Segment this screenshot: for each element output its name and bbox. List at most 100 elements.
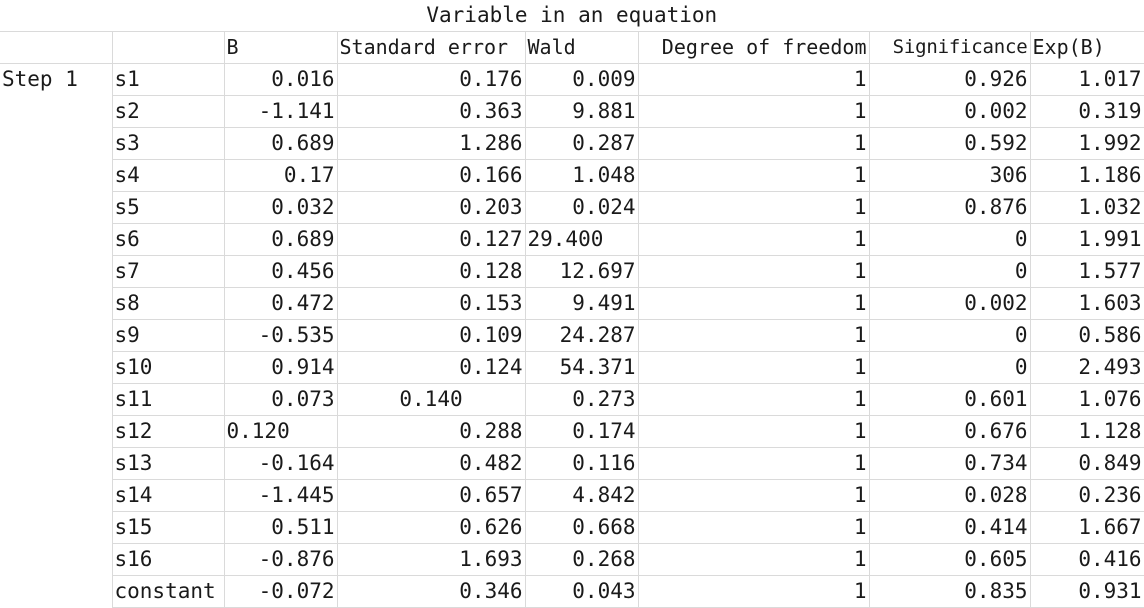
- wald-value[interactable]: 0.024: [525, 191, 639, 224]
- df-value[interactable]: 1: [638, 63, 870, 96]
- exp-b-value[interactable]: 1.128: [1030, 415, 1144, 448]
- standard-error-value[interactable]: 0.363: [337, 95, 526, 128]
- standard-error-value[interactable]: 0.128: [337, 255, 526, 288]
- wald-value[interactable]: 0.043: [525, 575, 639, 608]
- significance-value[interactable]: 0.414: [869, 511, 1031, 544]
- variable-name[interactable]: s2: [112, 95, 225, 128]
- significance-value[interactable]: 0.835: [869, 575, 1031, 608]
- step-cell-empty[interactable]: [0, 447, 113, 480]
- wald-value[interactable]: 12.697: [525, 255, 639, 288]
- df-value[interactable]: 1: [638, 415, 870, 448]
- df-value[interactable]: 1: [638, 159, 870, 192]
- header-significance[interactable]: Significance: [869, 31, 1031, 64]
- standard-error-value[interactable]: 0.166: [337, 159, 526, 192]
- wald-value[interactable]: 0.009: [525, 63, 639, 96]
- significance-value[interactable]: 0: [869, 223, 1031, 256]
- step-cell-empty[interactable]: [0, 351, 113, 384]
- b-value[interactable]: 0.032: [224, 191, 338, 224]
- df-value[interactable]: 1: [638, 479, 870, 512]
- variable-name[interactable]: s5: [112, 191, 225, 224]
- exp-b-value[interactable]: 1.577: [1030, 255, 1144, 288]
- significance-value[interactable]: 0.592: [869, 127, 1031, 160]
- significance-value[interactable]: 0.601: [869, 383, 1031, 416]
- variable-name[interactable]: s15: [112, 511, 225, 544]
- variable-name[interactable]: s12: [112, 415, 225, 448]
- significance-value[interactable]: 0.734: [869, 447, 1031, 480]
- step-cell-empty[interactable]: [0, 159, 113, 192]
- df-value[interactable]: 1: [638, 223, 870, 256]
- standard-error-value[interactable]: 0.288: [337, 415, 526, 448]
- variable-name[interactable]: constant: [112, 575, 225, 608]
- variable-name[interactable]: s10: [112, 351, 225, 384]
- variable-name[interactable]: s3: [112, 127, 225, 160]
- b-value[interactable]: 0.17: [224, 159, 338, 192]
- b-value[interactable]: 0.511: [224, 511, 338, 544]
- significance-value[interactable]: 0.876: [869, 191, 1031, 224]
- exp-b-value[interactable]: 0.931: [1030, 575, 1144, 608]
- b-value[interactable]: -0.164: [224, 447, 338, 480]
- significance-value[interactable]: 0.028: [869, 479, 1031, 512]
- significance-value[interactable]: 306: [869, 159, 1031, 192]
- b-value[interactable]: 0.689: [224, 127, 338, 160]
- df-value[interactable]: 1: [638, 543, 870, 576]
- b-value[interactable]: 0.120: [224, 415, 338, 448]
- exp-b-value[interactable]: 1.017: [1030, 63, 1144, 96]
- header-standard-error[interactable]: Standard error: [337, 31, 526, 64]
- wald-value[interactable]: 0.668: [525, 511, 639, 544]
- variable-name[interactable]: s1: [112, 63, 225, 96]
- step-label[interactable]: Step 1: [0, 63, 113, 96]
- b-value[interactable]: -1.445: [224, 479, 338, 512]
- step-cell-empty[interactable]: [0, 191, 113, 224]
- wald-value[interactable]: 54.371: [525, 351, 639, 384]
- header-wald[interactable]: Wald: [525, 31, 639, 64]
- variable-name[interactable]: s6: [112, 223, 225, 256]
- header-exp-b[interactable]: Exp(B): [1030, 31, 1144, 64]
- header-cell-empty[interactable]: [0, 31, 113, 64]
- variable-name[interactable]: s16: [112, 543, 225, 576]
- standard-error-value[interactable]: 0.124: [337, 351, 526, 384]
- wald-value[interactable]: 1.048: [525, 159, 639, 192]
- b-value[interactable]: 0.073: [224, 383, 338, 416]
- exp-b-value[interactable]: 0.236: [1030, 479, 1144, 512]
- variable-name[interactable]: s13: [112, 447, 225, 480]
- b-value[interactable]: 0.456: [224, 255, 338, 288]
- significance-value[interactable]: 0: [869, 351, 1031, 384]
- header-b[interactable]: B: [224, 31, 338, 64]
- step-cell-empty[interactable]: [0, 575, 113, 608]
- wald-value[interactable]: 24.287: [525, 319, 639, 352]
- standard-error-value[interactable]: 1.693: [337, 543, 526, 576]
- b-value[interactable]: 0.016: [224, 63, 338, 96]
- step-cell-empty[interactable]: [0, 319, 113, 352]
- step-cell-empty[interactable]: [0, 383, 113, 416]
- standard-error-value[interactable]: 0.626: [337, 511, 526, 544]
- step-cell-empty[interactable]: [0, 287, 113, 320]
- step-cell-empty[interactable]: [0, 511, 113, 544]
- significance-value[interactable]: 0: [869, 319, 1031, 352]
- exp-b-value[interactable]: 1.992: [1030, 127, 1144, 160]
- wald-value[interactable]: 0.116: [525, 447, 639, 480]
- b-value[interactable]: 0.472: [224, 287, 338, 320]
- wald-value[interactable]: 9.491: [525, 287, 639, 320]
- df-value[interactable]: 1: [638, 127, 870, 160]
- exp-b-value[interactable]: 2.493: [1030, 351, 1144, 384]
- variable-name[interactable]: s9: [112, 319, 225, 352]
- step-cell-empty[interactable]: [0, 543, 113, 576]
- header-cell-empty[interactable]: [112, 31, 225, 64]
- wald-value[interactable]: 4.842: [525, 479, 639, 512]
- wald-value[interactable]: 0.273: [525, 383, 639, 416]
- exp-b-value[interactable]: 1.186: [1030, 159, 1144, 192]
- variable-name[interactable]: s14: [112, 479, 225, 512]
- wald-value[interactable]: 0.174: [525, 415, 639, 448]
- variable-name[interactable]: s8: [112, 287, 225, 320]
- exp-b-value[interactable]: 1.076: [1030, 383, 1144, 416]
- exp-b-value[interactable]: 1.603: [1030, 287, 1144, 320]
- exp-b-value[interactable]: 1.667: [1030, 511, 1144, 544]
- b-value[interactable]: -0.876: [224, 543, 338, 576]
- standard-error-value[interactable]: 0.657: [337, 479, 526, 512]
- significance-value[interactable]: 0: [869, 255, 1031, 288]
- df-value[interactable]: 1: [638, 383, 870, 416]
- table-title[interactable]: Variable in an equation: [0, 0, 1144, 32]
- df-value[interactable]: 1: [638, 287, 870, 320]
- df-value[interactable]: 1: [638, 191, 870, 224]
- step-cell-empty[interactable]: [0, 95, 113, 128]
